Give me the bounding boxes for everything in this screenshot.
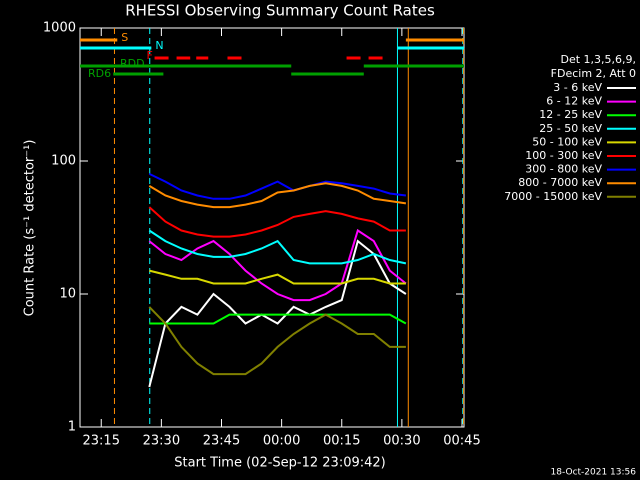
legend-label: 7000 - 15000 keV bbox=[504, 190, 602, 203]
legend-label: 800 - 7000 keV bbox=[518, 176, 602, 189]
series-line bbox=[148, 239, 407, 388]
series-line bbox=[148, 306, 406, 376]
legend-label: 50 - 100 keV bbox=[532, 135, 602, 148]
y-tick-label: 10 bbox=[59, 287, 76, 302]
series-line bbox=[148, 182, 407, 209]
x-tick-label: 23:30 bbox=[143, 434, 180, 449]
x-tick-label: 00:00 bbox=[263, 434, 300, 449]
x-axis-label: Start Time (02-Sep-12 23:09:42) bbox=[174, 456, 385, 471]
flag-label: N bbox=[155, 39, 163, 52]
y-tick-label: 100 bbox=[51, 154, 76, 169]
series-line bbox=[148, 206, 406, 238]
flag-label: F bbox=[147, 49, 153, 62]
legend-label: 100 - 300 keV bbox=[525, 149, 602, 162]
legend-header: Det 1,3,5,6,9, bbox=[560, 53, 636, 66]
y-tick-label: 1000 bbox=[43, 21, 76, 36]
flag-label: RD6 bbox=[88, 67, 111, 80]
legend-label: 12 - 25 keV bbox=[539, 108, 602, 121]
x-tick-label: 23:15 bbox=[83, 434, 120, 449]
legend-label: 6 - 12 keV bbox=[546, 95, 602, 108]
legend-label: 25 - 50 keV bbox=[539, 122, 602, 135]
x-tick-label: 00:45 bbox=[443, 434, 480, 449]
series-line bbox=[148, 229, 407, 265]
x-tick-label: 00:30 bbox=[383, 434, 420, 449]
x-tick-label: 23:45 bbox=[203, 434, 240, 449]
flag-label: S bbox=[121, 31, 128, 44]
series-line bbox=[149, 313, 407, 325]
legend-label: 3 - 6 keV bbox=[553, 81, 602, 94]
legend-label: 300 - 800 keV bbox=[525, 163, 602, 176]
y-axis-label: Count Rate (s⁻¹ detector⁻¹) bbox=[23, 140, 38, 317]
x-tick-label: 00:15 bbox=[323, 434, 360, 449]
plot-frame bbox=[79, 27, 465, 428]
legend-header: FDecim 2, Att 0 bbox=[551, 67, 636, 80]
y-tick-label: 1 bbox=[68, 420, 76, 435]
timestamp: 18-Oct-2021 13:56 bbox=[551, 468, 637, 478]
series-line bbox=[149, 269, 406, 285]
chart-title: RHESSI Observing Summary Count Rates bbox=[125, 2, 435, 20]
flag-label: RDD bbox=[120, 57, 145, 70]
series-line bbox=[148, 172, 407, 200]
